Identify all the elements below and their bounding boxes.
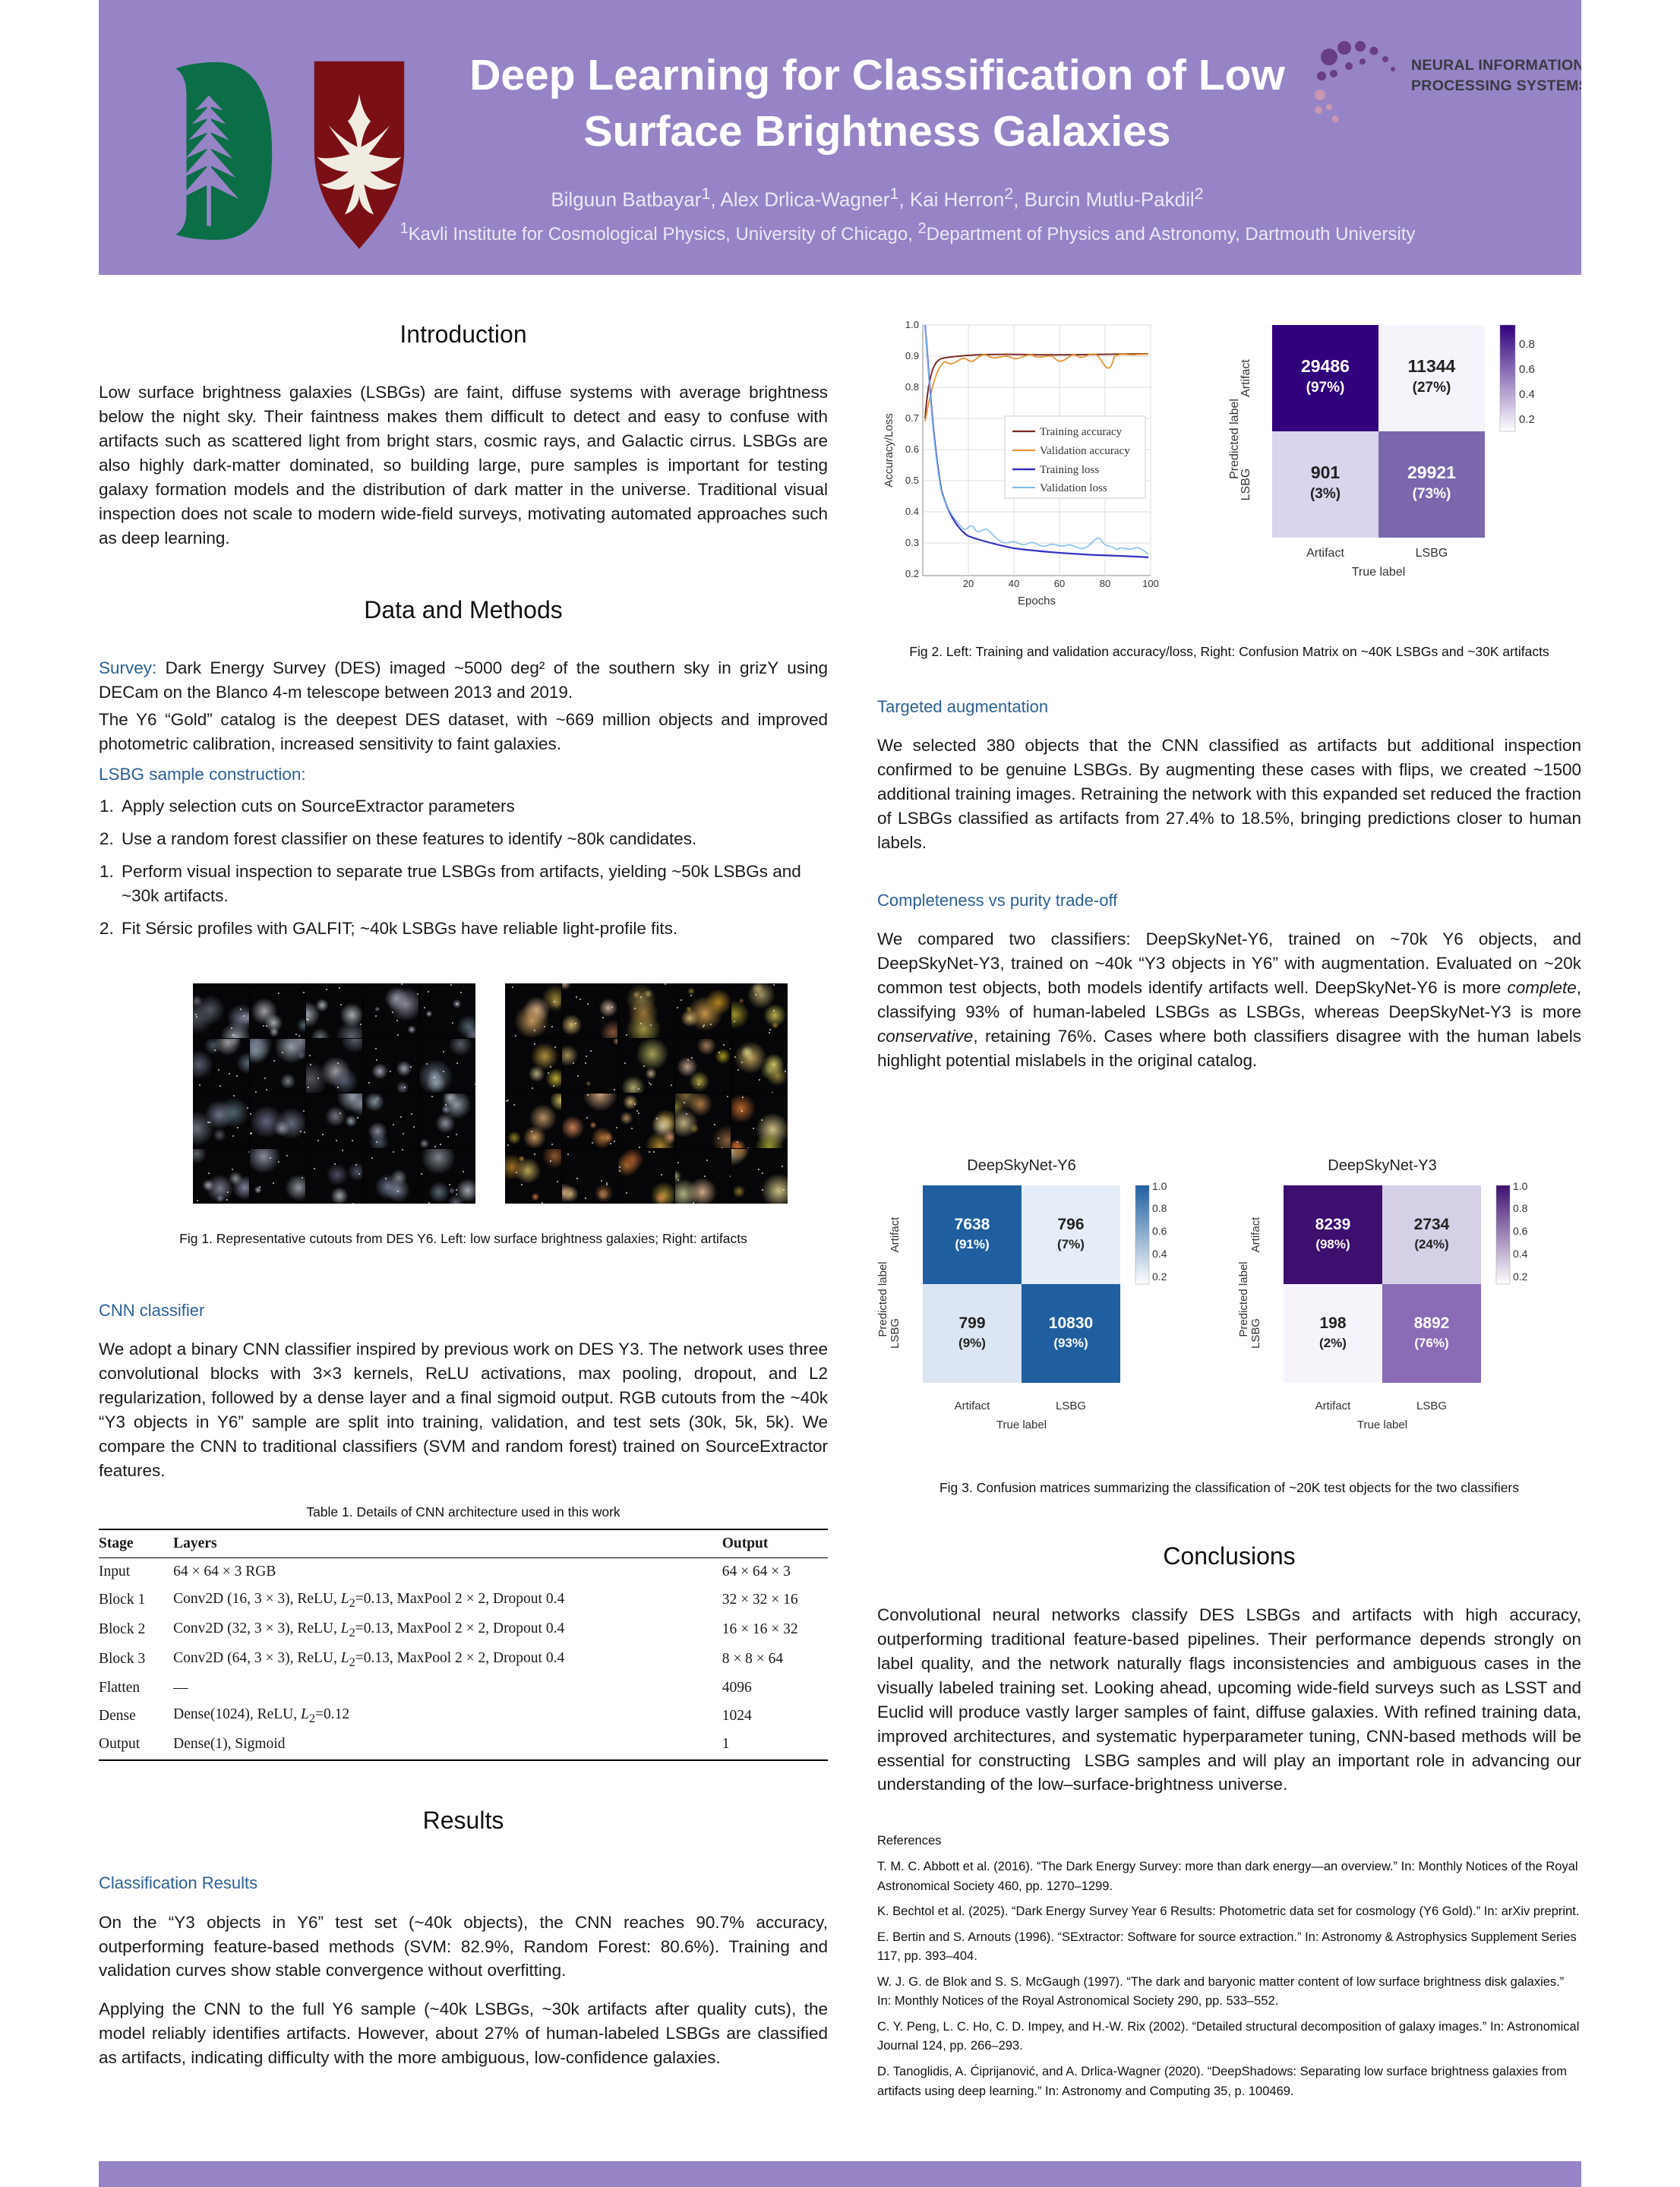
svg-text:40: 40 (1009, 578, 1019, 589)
svg-text:Validation loss: Validation loss (1040, 482, 1107, 494)
svg-text:Predicted label: Predicted label (877, 1261, 889, 1336)
svg-text:8239: 8239 (1315, 1216, 1351, 1233)
svg-text:(2%): (2%) (1319, 1336, 1347, 1350)
svg-text:0.8: 0.8 (1152, 1202, 1167, 1214)
svg-text:0.6: 0.6 (1519, 363, 1535, 376)
svg-text:(9%): (9%) (958, 1336, 986, 1350)
svg-text:Artifact: Artifact (1249, 1216, 1262, 1252)
svg-text:LSBG: LSBG (889, 1318, 902, 1349)
svg-text:Validation accuracy: Validation accuracy (1040, 445, 1130, 457)
svg-text:0.2: 0.2 (905, 568, 919, 579)
svg-text:0.4: 0.4 (1513, 1248, 1528, 1260)
svg-text:901: 901 (1311, 462, 1341, 482)
svg-text:799: 799 (958, 1314, 985, 1332)
svg-text:LSBG: LSBG (1416, 547, 1448, 560)
svg-text:(7%): (7%) (1057, 1237, 1085, 1251)
svg-text:Predicted label: Predicted label (1238, 1261, 1250, 1336)
svg-text:0.2: 0.2 (1152, 1270, 1167, 1283)
svg-text:(27%): (27%) (1413, 380, 1451, 396)
svg-text:7638: 7638 (955, 1216, 990, 1233)
svg-text:Epochs: Epochs (1018, 595, 1056, 608)
svg-text:198: 198 (1319, 1314, 1346, 1332)
svg-text:0.2: 0.2 (1513, 1270, 1528, 1283)
svg-text:0.6: 0.6 (1152, 1225, 1167, 1237)
svg-text:(93%): (93%) (1053, 1336, 1088, 1350)
svg-text:(73%): (73%) (1413, 486, 1451, 502)
svg-text:Artifact: Artifact (1239, 359, 1252, 397)
svg-text:1.0: 1.0 (1152, 1180, 1167, 1192)
svg-text:LSBG: LSBG (1416, 1400, 1447, 1412)
svg-text:8892: 8892 (1414, 1314, 1450, 1332)
svg-text:(91%): (91%) (955, 1237, 989, 1251)
svg-text:LSBG: LSBG (1056, 1400, 1086, 1412)
svg-text:(24%): (24%) (1414, 1237, 1448, 1251)
svg-text:1.0: 1.0 (1513, 1180, 1528, 1192)
svg-text:20: 20 (963, 578, 974, 589)
svg-text:DeepSkyNet-Y3: DeepSkyNet-Y3 (1328, 1157, 1436, 1174)
svg-text:Artifact: Artifact (889, 1216, 902, 1252)
svg-text:11344: 11344 (1408, 356, 1456, 376)
svg-text:0.6: 0.6 (1513, 1225, 1528, 1237)
svg-text:0.2: 0.2 (1519, 413, 1535, 426)
svg-text:Artifact: Artifact (1306, 547, 1344, 560)
svg-text:0.5: 0.5 (905, 475, 919, 486)
svg-text:(98%): (98%) (1315, 1237, 1350, 1251)
svg-text:0.8: 0.8 (905, 381, 919, 393)
svg-text:(97%): (97%) (1306, 380, 1345, 396)
svg-text:Predicted label: Predicted label (1228, 399, 1241, 479)
svg-text:2734: 2734 (1414, 1216, 1450, 1233)
svg-text:Artifact: Artifact (955, 1400, 991, 1412)
svg-text:100: 100 (1142, 578, 1159, 589)
svg-text:0.4: 0.4 (905, 506, 919, 517)
svg-text:LSBG: LSBG (1249, 1318, 1262, 1349)
svg-text:0.6: 0.6 (905, 443, 919, 455)
svg-text:Artifact: Artifact (1315, 1400, 1352, 1412)
svg-text:Accuracy/Loss: Accuracy/Loss (883, 413, 895, 488)
svg-text:0.8: 0.8 (1519, 338, 1535, 351)
svg-text:60: 60 (1054, 578, 1065, 589)
svg-text:796: 796 (1057, 1216, 1084, 1233)
svg-text:0.4: 0.4 (1152, 1248, 1167, 1260)
svg-text:True label: True label (1357, 1419, 1407, 1431)
svg-text:10830: 10830 (1049, 1314, 1093, 1332)
svg-text:29921: 29921 (1407, 462, 1456, 482)
svg-text:1.0: 1.0 (905, 319, 919, 330)
svg-text:True label: True label (1352, 566, 1406, 579)
svg-text:LSBG: LSBG (1239, 469, 1252, 501)
svg-text:0.9: 0.9 (905, 350, 919, 361)
svg-text:Training loss: Training loss (1040, 464, 1099, 476)
svg-text:29486: 29486 (1301, 356, 1350, 376)
svg-text:Training accuracy: Training accuracy (1040, 426, 1123, 438)
svg-text:True label: True label (996, 1419, 1047, 1431)
svg-text:DeepSkyNet-Y6: DeepSkyNet-Y6 (967, 1157, 1075, 1174)
svg-text:0.4: 0.4 (1519, 388, 1535, 401)
svg-text:0.3: 0.3 (905, 537, 919, 548)
svg-text:80: 80 (1100, 578, 1110, 589)
svg-text:(76%): (76%) (1414, 1336, 1448, 1350)
svg-text:0.7: 0.7 (905, 412, 919, 424)
svg-text:(3%): (3%) (1310, 486, 1341, 502)
svg-text:0.8: 0.8 (1513, 1202, 1528, 1214)
